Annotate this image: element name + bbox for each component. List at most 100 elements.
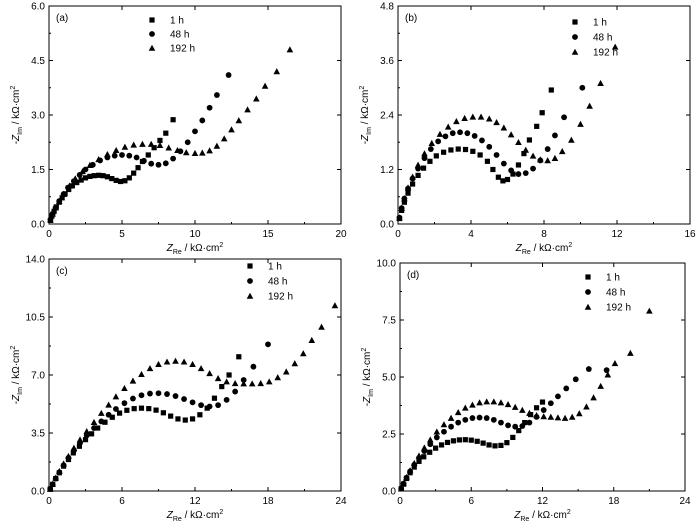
data-point [105,401,112,408]
y-axis-label: -ZIm / kΩ·cm2 [361,348,375,407]
data-point [121,143,129,150]
legend-label: 48 h [606,288,625,299]
data-point [184,139,191,146]
data-point [427,449,433,455]
data-point [135,165,141,171]
data-point [453,118,460,125]
data-point [398,204,405,211]
x-tick-label: 18 [262,496,274,507]
data-point [250,363,257,370]
data-point [146,406,152,412]
data-point [299,350,307,357]
data-point [215,402,222,409]
data-point [95,156,102,163]
data-point [590,394,597,401]
data-point [583,403,590,410]
data-point [206,147,213,154]
data-point [433,153,439,159]
data-point [474,438,480,444]
data-point [244,106,251,113]
y-tick-label: 5.0 [382,373,396,384]
data-point [540,413,547,420]
data-point [286,46,294,53]
data-point [100,173,106,179]
data-point [220,135,228,142]
data-point [274,374,282,381]
data-point [74,179,80,186]
data-point [192,128,198,135]
data-point [257,379,264,387]
data-point [427,146,434,152]
data-point [414,161,422,168]
data-point [568,413,576,420]
data-point [519,423,526,429]
legend: 1 h 48 h 192 h [246,262,293,303]
data-point [477,152,483,158]
data-point [70,444,78,451]
data-point [455,146,461,152]
x-tick-label: 5 [119,229,125,240]
data-point [433,428,441,435]
data-point [240,377,247,383]
x-tick-label: 24 [335,496,347,507]
data-point [507,131,515,138]
data-point [529,152,537,159]
data-point [544,157,551,164]
data-point [138,370,145,377]
data-point [138,405,145,411]
data-point [147,390,153,397]
data-point [476,399,483,406]
data-point [579,84,586,91]
data-point [172,393,179,399]
x-tick-label: 20 [335,229,347,240]
data-point [449,130,456,137]
series-192h [47,46,294,223]
data-point [131,406,137,412]
legend: 1 h 48 h 192 h [148,16,195,55]
data-point [526,409,533,416]
data-point [548,87,554,93]
data-point [500,178,506,184]
data-point [483,398,490,405]
data-point [409,173,416,180]
data-point [131,170,137,176]
data-point [189,416,196,422]
data-point [498,442,504,448]
data-point [232,388,239,395]
data-point [112,393,120,400]
data-point [60,190,67,198]
data-point [468,437,474,443]
data-point [401,195,408,202]
series-1h [47,354,242,492]
data-point [646,307,653,314]
data-point [420,165,427,171]
series-1h [47,117,176,223]
data-point [180,358,188,365]
x-tick-label: 8 [541,229,547,240]
y-axis-label: -ZIm / kΩ·cm2 [10,86,24,145]
data-point [450,438,457,444]
data-point [170,117,176,123]
data-point [261,82,269,89]
data-point [490,166,496,173]
data-point [83,428,91,435]
data-point [477,113,485,120]
data-point [493,118,500,126]
data-point [441,428,447,435]
legend-marker [584,303,592,310]
legend-label: 48 h [593,33,612,44]
data-point [119,152,125,158]
data-point [139,140,146,147]
data-point [493,152,500,158]
data-point [486,442,492,448]
data-point [504,401,512,408]
x-tick-label: 15 [262,229,274,240]
data-point [78,177,84,183]
data-point [104,174,110,180]
data-point [253,95,260,102]
x-tick-label: 0 [397,496,403,507]
data-point [585,366,592,372]
data-point [164,391,170,397]
data-point [121,384,128,392]
data-point [206,104,213,111]
